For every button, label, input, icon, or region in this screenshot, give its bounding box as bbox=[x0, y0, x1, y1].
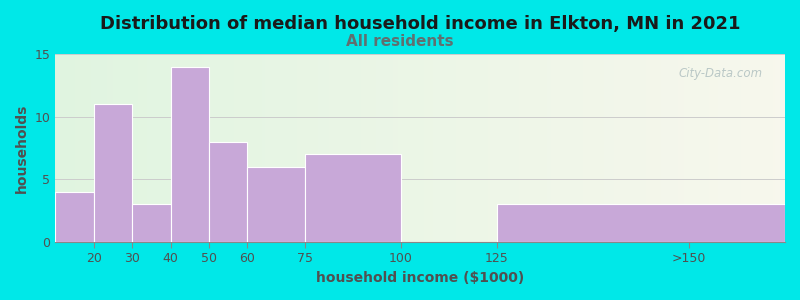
Bar bbox=[209, 142, 247, 242]
Text: City-Data.com: City-Data.com bbox=[679, 67, 763, 80]
Bar bbox=[94, 104, 132, 242]
Bar bbox=[170, 67, 209, 242]
Bar bbox=[497, 204, 785, 242]
Text: All residents: All residents bbox=[346, 34, 454, 50]
Title: Distribution of median household income in Elkton, MN in 2021: Distribution of median household income … bbox=[100, 15, 740, 33]
Y-axis label: households: households bbox=[15, 103, 29, 193]
Bar bbox=[247, 167, 305, 242]
Bar bbox=[305, 154, 401, 242]
Bar bbox=[55, 192, 94, 242]
Bar bbox=[132, 204, 170, 242]
X-axis label: household income ($1000): household income ($1000) bbox=[316, 271, 524, 285]
